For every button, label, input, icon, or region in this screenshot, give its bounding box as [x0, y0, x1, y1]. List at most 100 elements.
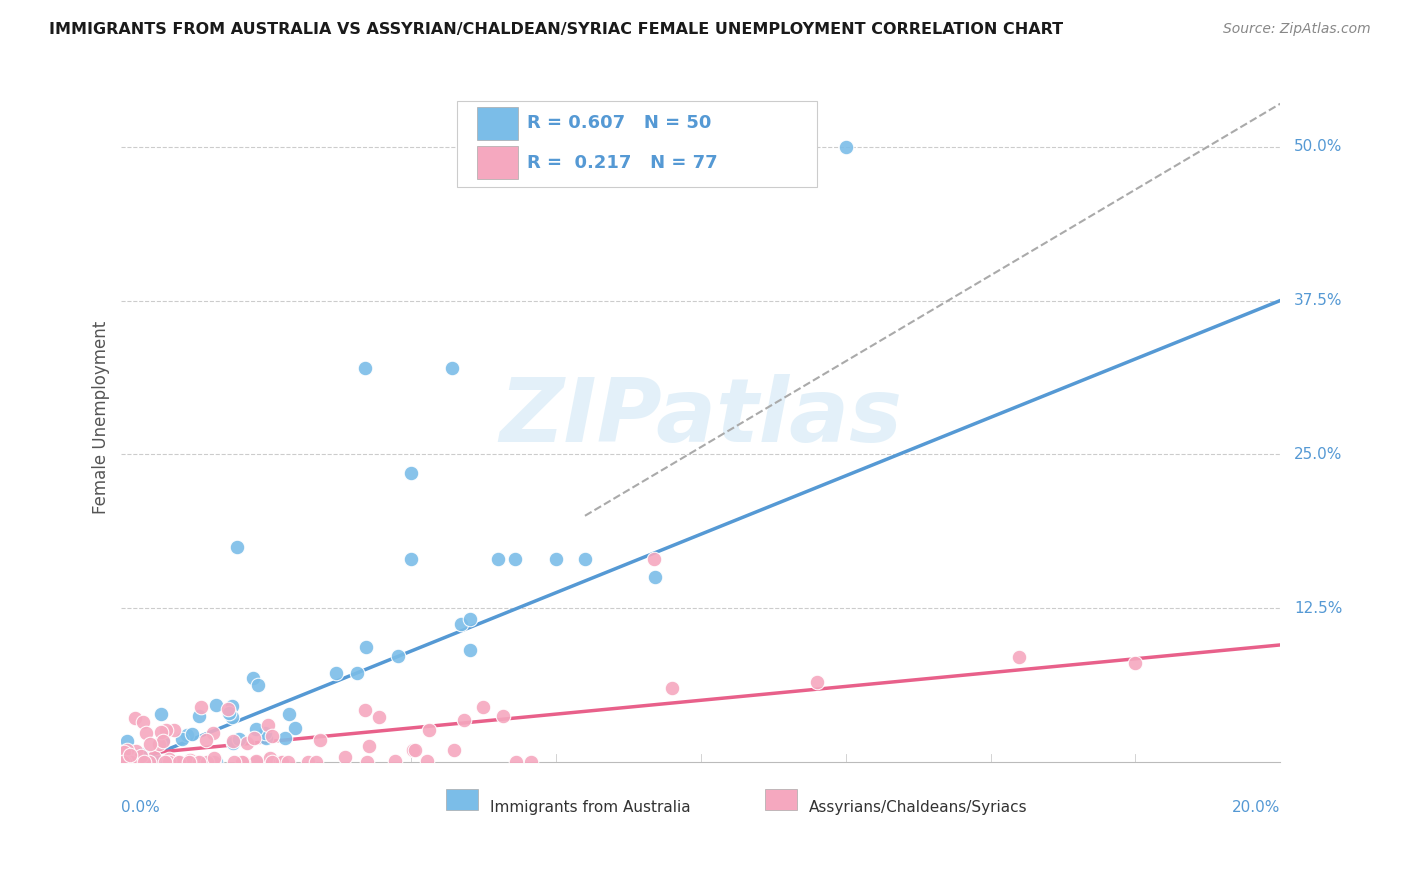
Point: [155, 723, 177, 737]
Y-axis label: Female Unemployment: Female Unemployment: [93, 321, 110, 514]
Point: [492, 708, 515, 723]
Point: [245, 755, 267, 769]
Point: [236, 735, 259, 749]
Point: [418, 723, 440, 737]
Point: [458, 643, 481, 657]
Point: [325, 665, 347, 680]
Point: [226, 540, 249, 554]
Point: [222, 755, 245, 769]
Text: ZIPatlas: ZIPatlas: [499, 374, 903, 461]
Point: [129, 747, 152, 761]
Point: [184, 755, 207, 769]
Point: [122, 755, 145, 769]
Point: [167, 755, 190, 769]
Point: [357, 739, 380, 754]
Text: Source: ZipAtlas.com: Source: ZipAtlas.com: [1223, 22, 1371, 37]
Point: [346, 665, 368, 680]
Point: [256, 718, 278, 732]
Point: [232, 755, 254, 769]
Point: [242, 671, 264, 685]
Point: [260, 755, 283, 769]
Point: [278, 706, 301, 721]
Bar: [477, 107, 517, 140]
Point: [190, 700, 212, 714]
Point: [115, 755, 138, 769]
Point: [309, 732, 332, 747]
Point: [131, 755, 153, 769]
Point: [277, 755, 299, 769]
Point: [217, 702, 239, 716]
Point: [152, 733, 174, 747]
Point: [134, 755, 156, 769]
Point: [134, 755, 156, 769]
Point: [273, 731, 295, 745]
Point: [440, 361, 463, 376]
Point: [505, 551, 527, 566]
Point: [1008, 650, 1031, 665]
Point: [222, 736, 245, 750]
Point: [218, 706, 240, 720]
Point: [644, 570, 666, 584]
Point: [519, 755, 541, 769]
Point: [205, 698, 228, 712]
Text: IMMIGRANTS FROM AUSTRALIA VS ASSYRIAN/CHALDEAN/SYRIAC FEMALE UNEMPLOYMENT CORREL: IMMIGRANTS FROM AUSTRALIA VS ASSYRIAN/CH…: [49, 22, 1063, 37]
Point: [246, 755, 269, 769]
Point: [115, 753, 138, 767]
Point: [202, 755, 225, 769]
Point: [150, 706, 173, 721]
Point: [221, 709, 243, 723]
Point: [574, 551, 596, 566]
Point: [153, 755, 176, 769]
Point: [202, 726, 225, 740]
Point: [195, 755, 218, 769]
Point: [356, 755, 378, 769]
Point: [262, 729, 284, 743]
Text: R = 0.607   N = 50: R = 0.607 N = 50: [527, 114, 711, 132]
Point: [149, 725, 172, 739]
Bar: [477, 146, 517, 179]
Text: 50.0%: 50.0%: [1294, 139, 1343, 154]
Point: [1125, 657, 1147, 671]
Point: [453, 713, 475, 727]
Point: [221, 733, 243, 747]
Point: [163, 723, 186, 737]
Point: [399, 466, 422, 480]
Point: [157, 755, 180, 769]
Text: 12.5%: 12.5%: [1294, 600, 1343, 615]
Point: [135, 726, 157, 740]
Text: 25.0%: 25.0%: [1294, 447, 1343, 462]
Point: [661, 681, 683, 695]
Point: [166, 755, 188, 769]
Point: [179, 755, 201, 769]
Point: [129, 749, 152, 764]
Point: [254, 731, 277, 745]
Point: [304, 755, 326, 769]
Point: [505, 755, 527, 769]
Point: [245, 755, 267, 769]
Point: [243, 731, 266, 746]
Point: [125, 744, 148, 758]
Point: [443, 743, 465, 757]
Point: [112, 755, 135, 769]
Point: [112, 745, 135, 759]
Point: [188, 708, 211, 723]
Point: [416, 754, 439, 768]
Point: [157, 752, 180, 766]
Text: Immigrants from Australia: Immigrants from Australia: [489, 799, 690, 814]
Point: [354, 640, 377, 655]
Text: R =  0.217   N = 77: R = 0.217 N = 77: [527, 153, 717, 171]
Point: [221, 698, 243, 713]
Point: [179, 753, 201, 767]
Point: [122, 755, 145, 769]
Point: [384, 754, 406, 768]
Point: [228, 732, 250, 747]
Point: [152, 733, 174, 747]
Point: [245, 722, 267, 736]
Point: [271, 755, 294, 769]
Point: [472, 699, 495, 714]
Point: [132, 714, 155, 729]
Point: [115, 743, 138, 757]
Point: [170, 731, 193, 746]
Point: [297, 755, 319, 769]
Point: [246, 678, 269, 692]
